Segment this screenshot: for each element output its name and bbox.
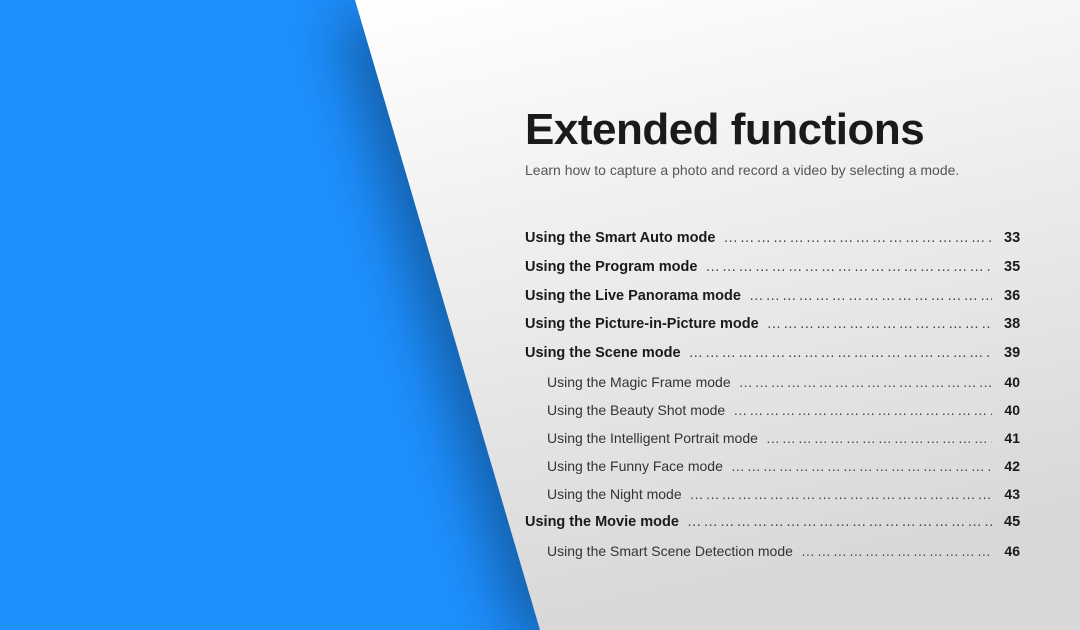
toc-page: 40 (992, 372, 1020, 393)
toc-page: 35 (992, 257, 1020, 279)
toc-label: Using the Smart Scene Detection mode (547, 541, 801, 562)
toc-entry-main: Using the Live Panorama mode………………………………… (525, 286, 1020, 308)
toc-page: 41 (992, 428, 1020, 449)
page-content: Extended functions Learn how to capture … (525, 0, 1080, 569)
toc-leader: …………………………………………………………………………………………………………… (739, 372, 992, 393)
toc-page: 42 (992, 456, 1020, 477)
toc-entry-main: Using the Scene mode……………………………………………………… (525, 343, 1020, 365)
toc: Using the Smart Auto mode………………………………………… (525, 228, 1020, 562)
toc-entry-main: Using the Program mode………………………………………………… (525, 257, 1020, 279)
toc-label: Using the Night mode (547, 484, 690, 505)
toc-page: 38 (992, 314, 1020, 336)
toc-leader: …………………………………………………………………………………………………………… (687, 512, 992, 534)
toc-leader: …………………………………………………………………………………………………………… (733, 400, 992, 421)
toc-entry-main: Using the Smart Auto mode………………………………………… (525, 228, 1020, 250)
toc-leader: …………………………………………………………………………………………………………… (690, 484, 992, 505)
page-title: Extended functions (525, 108, 1020, 152)
toc-entry-main: Using the Picture-in-Picture mode…………………… (525, 314, 1020, 336)
toc-label: Using the Smart Auto mode (525, 228, 723, 250)
toc-label: Using the Beauty Shot mode (547, 400, 733, 421)
toc-label: Using the Intelligent Portrait mode (547, 428, 766, 449)
toc-label: Using the Magic Frame mode (547, 372, 739, 393)
toc-entry-sub: Using the Smart Scene Detection mode…………… (525, 541, 1020, 562)
toc-leader: …………………………………………………………………………………………………………… (767, 314, 992, 336)
toc-entry-sub: Using the Intelligent Portrait mode……………… (525, 428, 1020, 449)
toc-entry-sub: Using the Funny Face mode………………………………………… (525, 456, 1020, 477)
toc-leader: …………………………………………………………………………………………………………… (766, 428, 992, 449)
toc-label: Using the Picture-in-Picture mode (525, 314, 767, 336)
toc-label: Using the Live Panorama mode (525, 286, 749, 308)
toc-page: 46 (992, 541, 1020, 562)
toc-label: Using the Program mode (525, 257, 705, 279)
toc-leader: …………………………………………………………………………………………………………… (689, 343, 992, 365)
toc-leader: …………………………………………………………………………………………………………… (801, 541, 992, 562)
toc-entry-main: Using the Movie mode……………………………………………………… (525, 512, 1020, 534)
toc-entry-sub: Using the Beauty Shot mode……………………………………… (525, 400, 1020, 421)
toc-page: 40 (992, 400, 1020, 421)
toc-leader: …………………………………………………………………………………………………………… (723, 228, 992, 250)
toc-label: Using the Movie mode (525, 512, 687, 534)
toc-page: 36 (992, 286, 1020, 308)
toc-entry-sub: Using the Night mode……………………………………………………… (525, 484, 1020, 505)
toc-leader: …………………………………………………………………………………………………………… (731, 456, 992, 477)
toc-page: 39 (992, 343, 1020, 365)
toc-label: Using the Funny Face mode (547, 456, 731, 477)
toc-label: Using the Scene mode (525, 343, 689, 365)
toc-leader: …………………………………………………………………………………………………………… (705, 257, 992, 279)
toc-page: 43 (992, 484, 1020, 505)
toc-page: 45 (992, 512, 1020, 534)
page-subtitle: Learn how to capture a photo and record … (525, 162, 1020, 178)
toc-page: 33 (992, 228, 1020, 250)
toc-entry-sub: Using the Magic Frame mode……………………………………… (525, 372, 1020, 393)
toc-leader: …………………………………………………………………………………………………………… (749, 286, 992, 308)
